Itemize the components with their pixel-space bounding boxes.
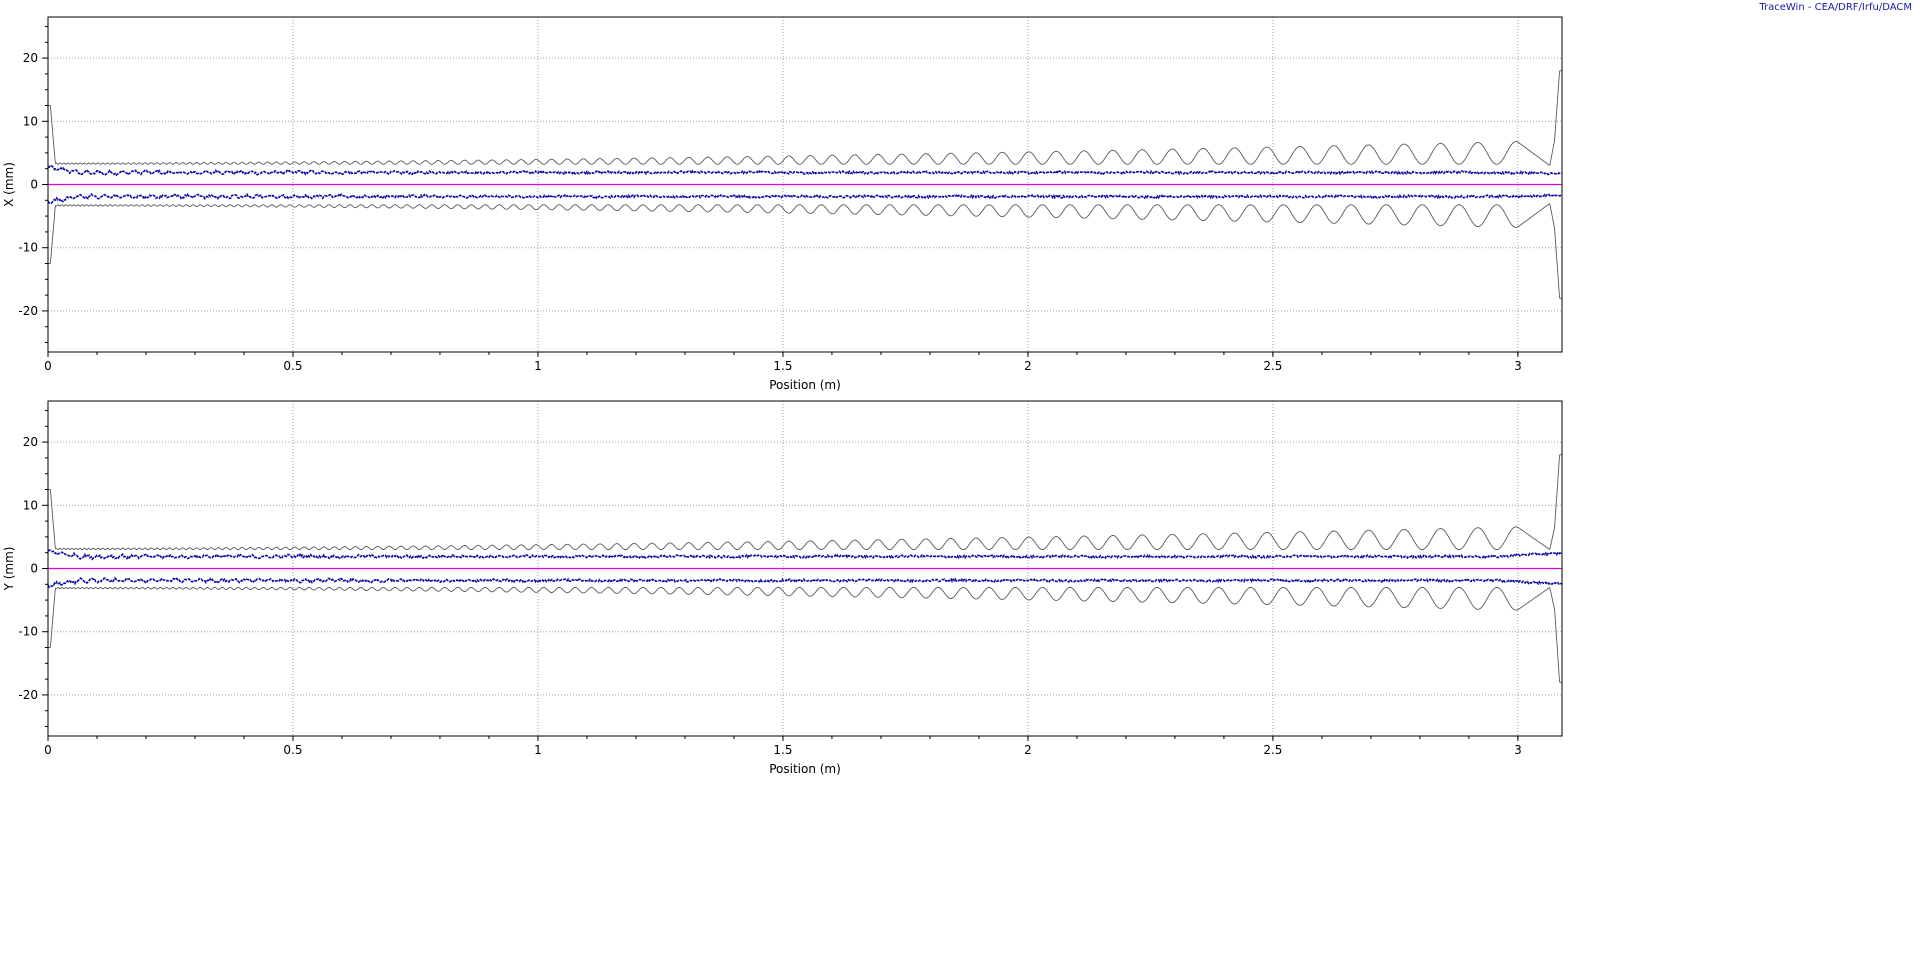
x-tick-label: 0: [44, 743, 52, 757]
x-tick-label: 0.5: [283, 359, 302, 373]
x-tick-label: 1.5: [773, 359, 792, 373]
software-credit: TraceWin - CEA/DRF/Irfu/DACM: [1759, 2, 1912, 13]
rms-envelope-upper: [47, 164, 1562, 177]
max-envelope-lower: [48, 203, 1562, 299]
x-tick-label: 2.5: [1263, 743, 1282, 757]
y-tick-label: 0: [30, 562, 38, 576]
y-tick-label: 10: [23, 498, 38, 512]
x-axis-label: Position (m): [769, 378, 841, 392]
max-envelope-upper: [48, 70, 1562, 166]
x-tick-label: 0: [44, 359, 52, 373]
x-tick-label: 1.5: [773, 743, 792, 757]
x-tick-label: 1: [534, 359, 542, 373]
x-tick-label: 0.5: [283, 743, 302, 757]
plot-x: 0 0.5 1 1.5 2 2.5 3 20 10 0 -10 -20 Position (m) X (m…: [2, 16, 1563, 392]
x-axis-label: Position (m): [769, 762, 841, 776]
y-axis-label: Y (mm): [2, 547, 16, 592]
y-tick-label: -20: [18, 304, 38, 318]
max-envelope-upper: [48, 454, 1562, 550]
y-tick-label: 0: [30, 178, 38, 192]
y-tick-label: -10: [18, 241, 38, 255]
x-tick-label: 3: [1514, 359, 1522, 373]
x-tick-label: 1: [534, 743, 542, 757]
max-envelope-lower: [48, 587, 1562, 683]
y-tick-label: 20: [23, 51, 38, 65]
y-tick-label: 10: [23, 114, 38, 128]
x-tick-label: 2.5: [1263, 359, 1282, 373]
y-tick-label: -20: [18, 688, 38, 702]
rms-envelope-lower: [47, 576, 1563, 589]
plot-y: 0 0.5 1 1.5 2 2.5 3 20 10 0 -10 -20 Position (m) Y (m…: [2, 400, 1563, 776]
x-tick-label: 2: [1024, 359, 1032, 373]
y-tick-label: -10: [18, 625, 38, 639]
x-tick-label: 3: [1514, 743, 1522, 757]
rms-envelope-lower: [47, 192, 1563, 205]
y-axis-label: X (mm): [2, 162, 16, 207]
rms-envelope-upper: [47, 549, 1563, 561]
y-tick-label: 20: [23, 435, 38, 449]
x-tick-label: 2: [1024, 743, 1032, 757]
